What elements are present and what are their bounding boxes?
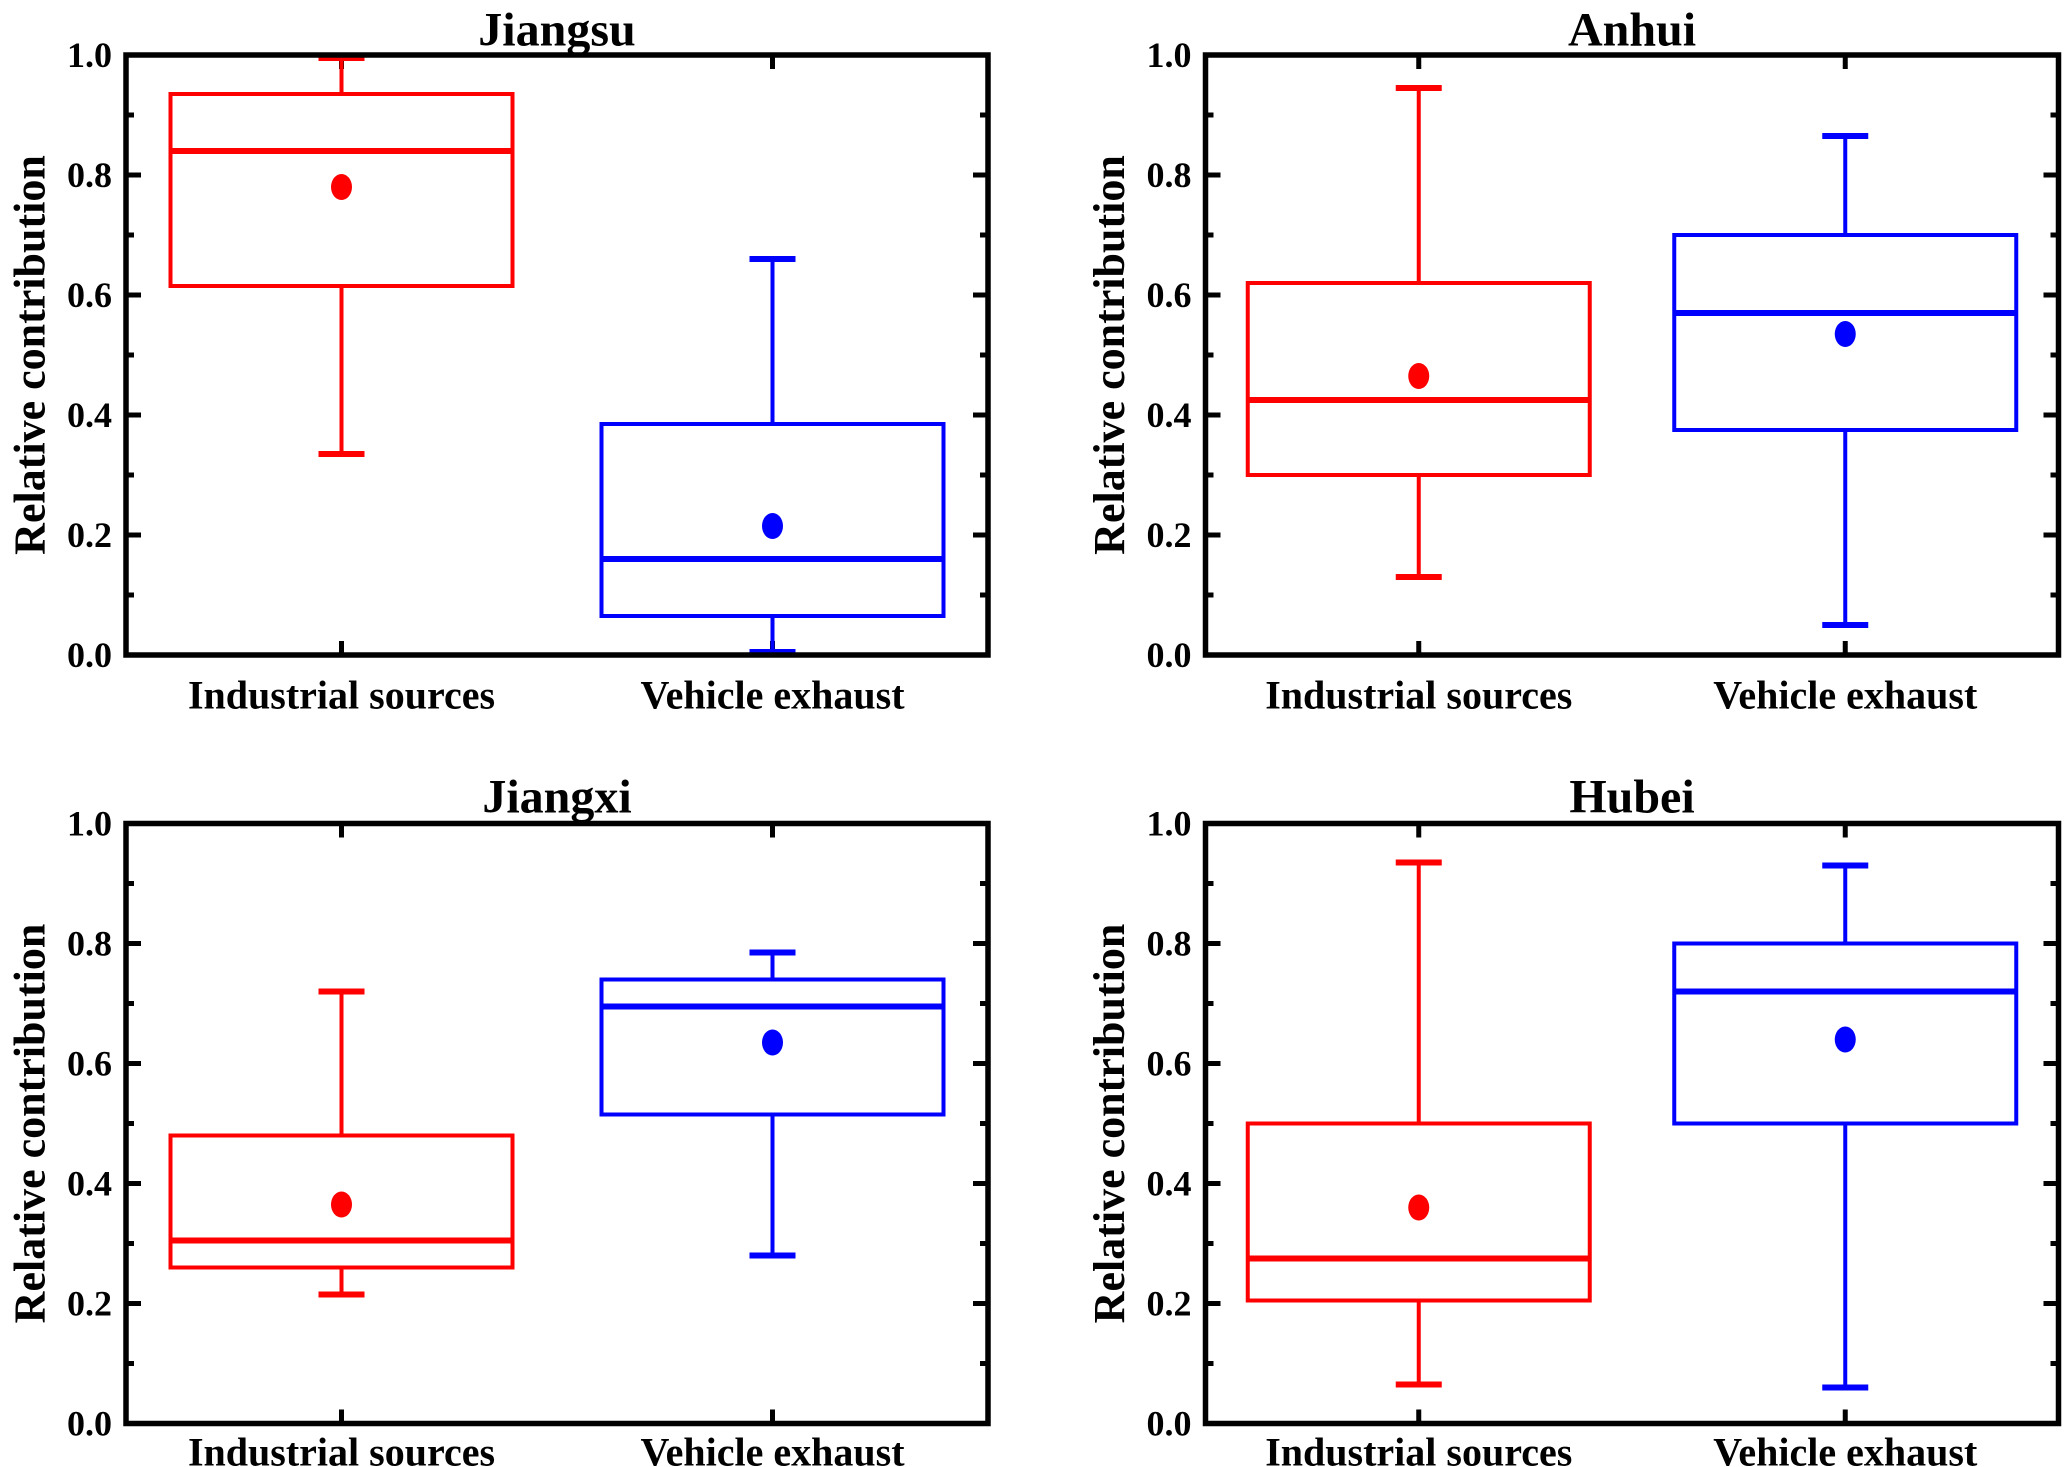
plot-frame	[123, 820, 991, 1426]
x-category-label-vehicle-exhaust: Vehicle exhaust	[1713, 1429, 1978, 1467]
y-tick-label: 0.6	[1146, 275, 1191, 315]
x-category-label-vehicle-exhaust: Vehicle exhaust	[1713, 673, 1978, 718]
y-tick-label: 0.2	[67, 1283, 112, 1323]
y-axis-label: Relative contribution	[1085, 923, 1134, 1323]
subplot-title: Jiangsu	[478, 4, 635, 57]
y-axis-label: Relative contribution	[1085, 155, 1134, 555]
y-tick-label: 0.4	[1146, 1163, 1191, 1203]
y-tick-label: 0.0	[67, 635, 112, 675]
subplot-hubei: 0.0 0.2 0.4 0.6 0.8 1.0 Industrial sources Vehi…	[1085, 770, 2061, 1467]
y-tick-label: 0.2	[1146, 1283, 1191, 1323]
x-category-label-vehicle-exhaust: Vehicle exhaust	[640, 1429, 905, 1467]
industrial-sources-box	[1245, 1121, 1592, 1302]
subplot-title: Hubei	[1569, 770, 1694, 823]
y-tick-label: 0.4	[1146, 395, 1191, 435]
y-tick-label: 0.2	[67, 515, 112, 555]
subplot-jiangxi: 0.0 0.2 0.4 0.6 0.8 1.0 Industrial sources Vehi…	[6, 770, 991, 1467]
subplot-title: Anhui	[1567, 4, 1695, 57]
subplot-title: Jiangxi	[482, 770, 631, 823]
industrial-sources-box	[168, 1133, 515, 1269]
y-tick-label: 0.8	[1146, 923, 1191, 963]
y-tick-label: 0.4	[67, 1163, 112, 1203]
y-tick-label: 0.4	[67, 395, 112, 435]
y-tick-label: 0.8	[1146, 155, 1191, 195]
industrial-sources-mean-dot	[331, 174, 352, 200]
y-tick-label: 1.0	[67, 803, 112, 843]
vehicle-exhaust-mean-dot	[762, 1029, 783, 1055]
y-tick-label: 0.2	[1146, 515, 1191, 555]
y-tick-label: 0.6	[67, 1043, 112, 1083]
vehicle-exhaust-box	[599, 977, 946, 1116]
vehicle-exhaust-mean-dot	[762, 513, 783, 539]
vehicle-exhaust-mean-dot	[1834, 1026, 1856, 1052]
plot-frame	[1202, 820, 2061, 1426]
y-axis-label: Relative contribution	[6, 923, 55, 1323]
x-category-label-industrial-sources: Industrial sources	[188, 1429, 495, 1467]
y-tick-label: 0.8	[67, 923, 112, 963]
subplot-anhui: 0.0 0.2 0.4 0.6 0.8 1.0 Industrial sources Vehi…	[1085, 4, 2061, 718]
y-tick-label: 1.0	[1146, 803, 1191, 843]
y-axis-label: Relative contribution	[6, 155, 55, 555]
x-category-label-industrial-sources: Industrial sources	[1265, 1429, 1572, 1467]
y-tick-label: 0.6	[67, 275, 112, 315]
plot-frame	[1202, 52, 2061, 658]
y-tick-label: 0.0	[1146, 1403, 1191, 1443]
x-category-label-vehicle-exhaust: Vehicle exhaust	[640, 673, 905, 718]
x-category-label-industrial-sources: Industrial sources	[1265, 673, 1572, 718]
x-category-label-industrial-sources: Industrial sources	[188, 673, 495, 718]
y-tick-label: 0.6	[1146, 1043, 1191, 1083]
vehicle-exhaust-box	[1671, 941, 2018, 1125]
y-tick-label: 1.0	[1146, 35, 1191, 75]
y-tick-label: 1.0	[67, 35, 112, 75]
vehicle-exhaust-box	[599, 422, 946, 618]
industrial-sources-box	[168, 92, 515, 288]
industrial-sources-mean-dot	[1407, 363, 1429, 389]
industrial-sources-box	[1245, 281, 1592, 477]
vehicle-exhaust-mean-dot	[1834, 321, 1856, 347]
subplot-jiangsu: 0.0 0.2 0.4 0.6 0.8 1.0 Industrial sources Vehi…	[6, 4, 991, 718]
vehicle-exhaust-box	[1671, 233, 2018, 432]
industrial-sources-mean-dot	[1407, 1194, 1429, 1220]
y-tick-label: 0.8	[67, 155, 112, 195]
plot-frame	[123, 52, 991, 658]
industrial-sources-mean-dot	[331, 1191, 352, 1217]
y-tick-label: 0.0	[67, 1403, 112, 1443]
y-tick-label: 0.0	[1146, 635, 1191, 675]
